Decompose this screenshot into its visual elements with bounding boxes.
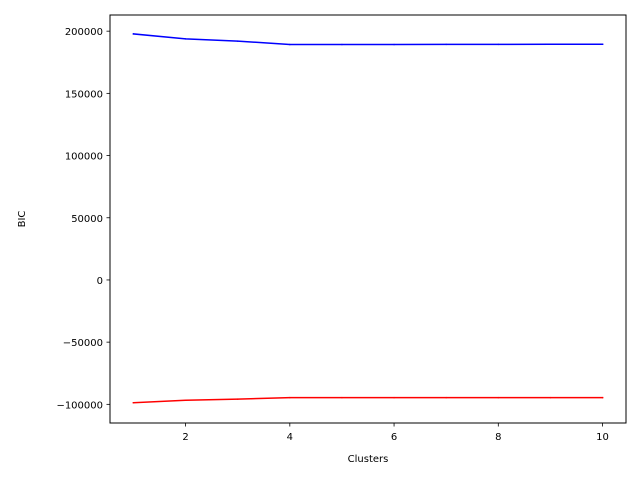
y-tick-label: 50000 (71, 214, 103, 225)
series-line-2 (132, 396, 604, 404)
series-2-point (236, 398, 239, 400)
series-1-point (341, 43, 343, 46)
series-1-point (549, 43, 552, 45)
y-tick-label: 0 (97, 276, 103, 287)
y-tick-label: 150000 (65, 89, 103, 100)
plot-frame (109, 14, 627, 424)
series-1-point (601, 43, 604, 45)
series-1-point (184, 38, 187, 40)
series-2-point (445, 396, 447, 399)
x-axis: 2 4 6 8 10 (182, 423, 609, 443)
series-2-point (289, 396, 291, 399)
x-tick-label: 2 (182, 432, 188, 443)
y-axis: 200000 150000 100000 50000 0 −50000 −100000 (56, 27, 110, 411)
x-tick-label: 6 (391, 432, 397, 443)
x-axis-title: Clusters (348, 454, 389, 465)
series-layer (132, 33, 604, 404)
y-tick-label: 100000 (65, 152, 103, 163)
series-2-point (184, 399, 187, 401)
series-1-point (236, 40, 239, 42)
series-1-point (289, 43, 291, 46)
series-1-point (132, 33, 135, 35)
y-tick-label: 200000 (65, 27, 103, 38)
x-tick-label: 8 (495, 432, 501, 443)
series-2-point (132, 401, 135, 404)
series-1-point (497, 43, 500, 46)
series-2-point (497, 396, 500, 399)
series-2-point (601, 396, 604, 399)
series-line-1 (132, 33, 604, 46)
y-tick-label: −50000 (63, 338, 103, 349)
y-tick-label: −100000 (56, 400, 103, 411)
x-tick-label: 4 (287, 432, 293, 443)
x-tick-label: 10 (596, 432, 609, 443)
y-axis-title: BIC (17, 211, 28, 228)
series-1-point (445, 43, 447, 46)
series-2-point (393, 396, 395, 399)
series-2-point (341, 396, 343, 399)
series-1-point (393, 43, 395, 46)
series-2-point (549, 396, 552, 399)
